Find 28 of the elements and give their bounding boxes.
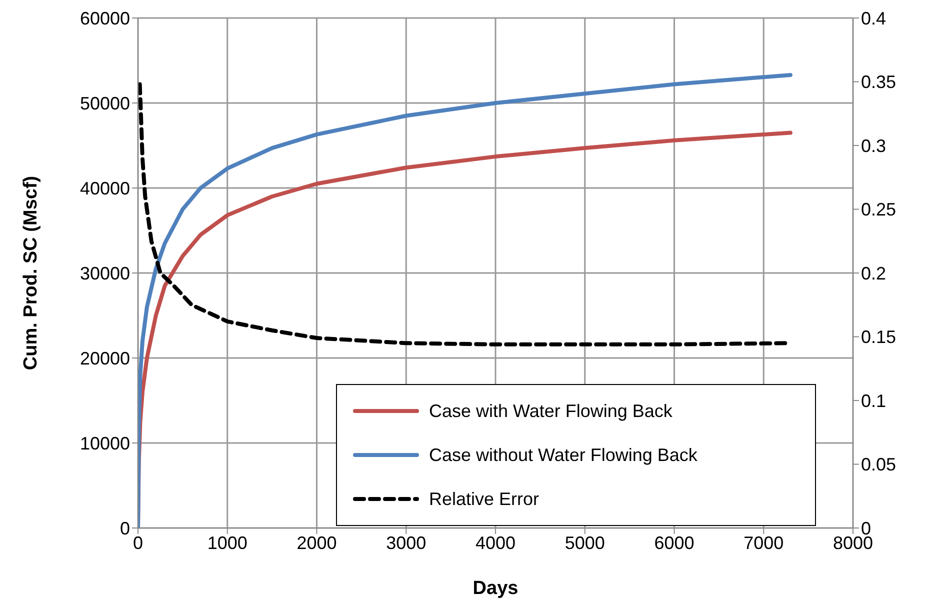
legend-label: Case without Water Flowing Back [429,444,698,466]
y-axis-title: Cum. Prod. SC (Mscf) [20,176,42,370]
y2-tick-label: 0.2 [861,263,886,284]
x-tick-label: 2000 [296,532,337,553]
x-tick-label: 1000 [207,532,248,553]
x-tick-label: 4000 [475,532,516,553]
y-tick-label: 20000 [80,348,130,368]
x-axis-title: Days [472,578,518,599]
x-tick-label: 5000 [564,532,605,553]
x-tick-label: 6000 [654,532,694,553]
y-tick-label: 60000 [80,8,130,28]
legend-label: Case with Water Flowing Back [429,400,672,422]
y2-tick-label: 0.3 [861,136,886,156]
y-tick-label: 30000 [80,263,130,284]
y2-tick-label: 0.35 [861,72,896,92]
y2-tick-label: 0.15 [861,327,896,348]
x-tick-label: 7000 [744,532,784,553]
y2-tick-label: 0.1 [861,390,886,411]
x-tick-label: 0 [132,532,144,553]
y2-tick-label: 0.25 [861,200,896,220]
y-tick-label: 50000 [80,93,130,114]
y-tick-label: 0 [120,518,130,538]
y2-tick-label: 0.4 [861,8,886,28]
y-tick-label: 10000 [80,433,130,454]
y-tick-label: 40000 [80,178,130,198]
x-tick-label: 3000 [386,532,426,553]
legend-label: Relative Error [429,488,540,510]
y2-tick-label: 0.05 [861,454,896,475]
